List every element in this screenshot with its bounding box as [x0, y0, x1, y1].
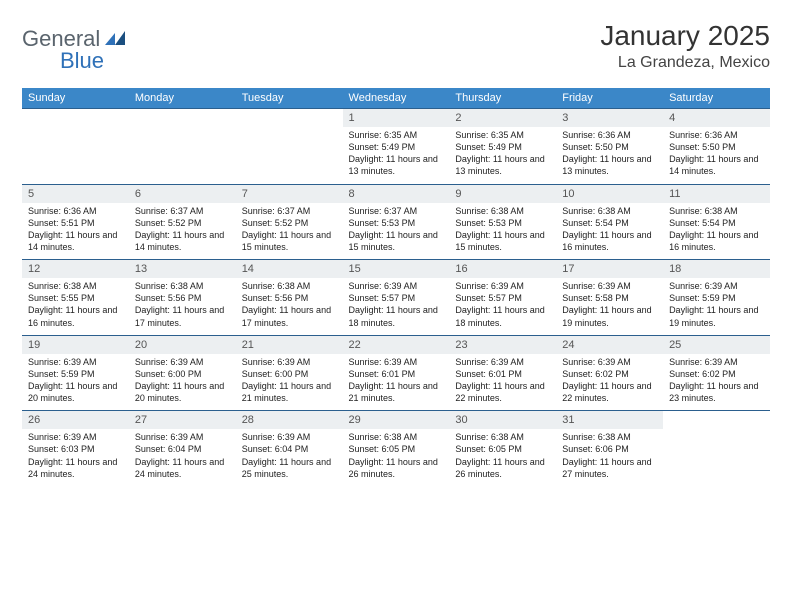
day-number-cell: 21	[236, 335, 343, 354]
day-data-cell	[22, 127, 129, 184]
day-data-row: Sunrise: 6:35 AMSunset: 5:49 PMDaylight:…	[22, 127, 770, 184]
day-data-cell: Sunrise: 6:39 AMSunset: 6:00 PMDaylight:…	[236, 354, 343, 411]
day-number-row: 567891011	[22, 184, 770, 203]
weekday-header-row: Sunday Monday Tuesday Wednesday Thursday…	[22, 88, 770, 109]
day-data-cell: Sunrise: 6:38 AMSunset: 6:05 PMDaylight:…	[343, 429, 450, 486]
day-number-cell: 15	[343, 260, 450, 279]
weekday-header: Wednesday	[343, 88, 450, 109]
day-number-cell	[129, 109, 236, 128]
day-data-cell: Sunrise: 6:38 AMSunset: 5:56 PMDaylight:…	[236, 278, 343, 335]
day-data-cell: Sunrise: 6:39 AMSunset: 6:00 PMDaylight:…	[129, 354, 236, 411]
weekday-header: Tuesday	[236, 88, 343, 109]
day-data-cell: Sunrise: 6:39 AMSunset: 6:01 PMDaylight:…	[449, 354, 556, 411]
day-data-cell: Sunrise: 6:38 AMSunset: 6:06 PMDaylight:…	[556, 429, 663, 486]
day-number-cell	[22, 109, 129, 128]
day-number-row: 12131415161718	[22, 260, 770, 279]
calendar-body: 1234 Sunrise: 6:35 AMSunset: 5:49 PMDayl…	[22, 109, 770, 486]
day-number-cell: 18	[663, 260, 770, 279]
day-data-cell: Sunrise: 6:39 AMSunset: 5:59 PMDaylight:…	[663, 278, 770, 335]
day-number-cell: 16	[449, 260, 556, 279]
day-number-cell	[236, 109, 343, 128]
day-number-cell: 22	[343, 335, 450, 354]
day-data-cell: Sunrise: 6:39 AMSunset: 5:57 PMDaylight:…	[343, 278, 450, 335]
day-number-cell: 14	[236, 260, 343, 279]
day-number-cell: 20	[129, 335, 236, 354]
day-number-cell: 1	[343, 109, 450, 128]
day-number-cell: 31	[556, 411, 663, 430]
day-number-cell: 11	[663, 184, 770, 203]
day-data-cell: Sunrise: 6:38 AMSunset: 5:55 PMDaylight:…	[22, 278, 129, 335]
day-data-cell: Sunrise: 6:38 AMSunset: 5:54 PMDaylight:…	[663, 203, 770, 260]
day-number-cell: 3	[556, 109, 663, 128]
day-number-row: 19202122232425	[22, 335, 770, 354]
day-number-cell: 23	[449, 335, 556, 354]
day-data-cell: Sunrise: 6:39 AMSunset: 6:04 PMDaylight:…	[129, 429, 236, 486]
day-number-cell: 29	[343, 411, 450, 430]
day-number-cell: 13	[129, 260, 236, 279]
day-data-cell: Sunrise: 6:35 AMSunset: 5:49 PMDaylight:…	[343, 127, 450, 184]
day-number-cell: 27	[129, 411, 236, 430]
day-number-cell: 30	[449, 411, 556, 430]
day-data-cell	[129, 127, 236, 184]
calendar-table: Sunday Monday Tuesday Wednesday Thursday…	[22, 88, 770, 486]
day-number-cell: 8	[343, 184, 450, 203]
day-data-cell: Sunrise: 6:37 AMSunset: 5:53 PMDaylight:…	[343, 203, 450, 260]
day-number-cell: 17	[556, 260, 663, 279]
day-data-cell: Sunrise: 6:38 AMSunset: 5:56 PMDaylight:…	[129, 278, 236, 335]
day-number-cell: 24	[556, 335, 663, 354]
day-data-cell: Sunrise: 6:39 AMSunset: 6:03 PMDaylight:…	[22, 429, 129, 486]
day-number-row: 1234	[22, 109, 770, 128]
day-data-cell: Sunrise: 6:39 AMSunset: 5:58 PMDaylight:…	[556, 278, 663, 335]
weekday-header: Monday	[129, 88, 236, 109]
day-number-cell: 12	[22, 260, 129, 279]
weekday-header: Sunday	[22, 88, 129, 109]
day-data-cell: Sunrise: 6:36 AMSunset: 5:50 PMDaylight:…	[663, 127, 770, 184]
day-number-cell: 10	[556, 184, 663, 203]
day-data-row: Sunrise: 6:36 AMSunset: 5:51 PMDaylight:…	[22, 203, 770, 260]
day-number-cell: 19	[22, 335, 129, 354]
weekday-header: Friday	[556, 88, 663, 109]
calendar-page: General January 2025 La Grandeza, Mexico…	[0, 0, 792, 506]
day-data-cell	[236, 127, 343, 184]
day-data-cell: Sunrise: 6:39 AMSunset: 6:01 PMDaylight:…	[343, 354, 450, 411]
day-number-cell: 9	[449, 184, 556, 203]
day-data-cell: Sunrise: 6:39 AMSunset: 6:04 PMDaylight:…	[236, 429, 343, 486]
day-data-cell: Sunrise: 6:39 AMSunset: 5:59 PMDaylight:…	[22, 354, 129, 411]
day-number-cell: 5	[22, 184, 129, 203]
day-data-cell: Sunrise: 6:36 AMSunset: 5:51 PMDaylight:…	[22, 203, 129, 260]
day-data-cell: Sunrise: 6:36 AMSunset: 5:50 PMDaylight:…	[556, 127, 663, 184]
day-data-cell	[663, 429, 770, 486]
day-data-row: Sunrise: 6:39 AMSunset: 6:03 PMDaylight:…	[22, 429, 770, 486]
day-data-cell: Sunrise: 6:37 AMSunset: 5:52 PMDaylight:…	[236, 203, 343, 260]
day-data-cell: Sunrise: 6:38 AMSunset: 5:54 PMDaylight:…	[556, 203, 663, 260]
day-data-cell: Sunrise: 6:38 AMSunset: 5:53 PMDaylight:…	[449, 203, 556, 260]
day-number-cell: 28	[236, 411, 343, 430]
day-number-cell: 26	[22, 411, 129, 430]
day-number-cell	[663, 411, 770, 430]
weekday-header: Saturday	[663, 88, 770, 109]
day-data-cell: Sunrise: 6:37 AMSunset: 5:52 PMDaylight:…	[129, 203, 236, 260]
day-data-cell: Sunrise: 6:39 AMSunset: 5:57 PMDaylight:…	[449, 278, 556, 335]
day-data-row: Sunrise: 6:39 AMSunset: 5:59 PMDaylight:…	[22, 354, 770, 411]
logo-text-blue: Blue	[60, 48, 104, 73]
day-number-cell: 7	[236, 184, 343, 203]
day-number-cell: 25	[663, 335, 770, 354]
day-number-cell: 6	[129, 184, 236, 203]
logo-mark-icon	[105, 29, 127, 50]
day-data-cell: Sunrise: 6:35 AMSunset: 5:49 PMDaylight:…	[449, 127, 556, 184]
day-number-cell: 2	[449, 109, 556, 128]
day-number-cell: 4	[663, 109, 770, 128]
day-number-row: 262728293031	[22, 411, 770, 430]
day-data-cell: Sunrise: 6:39 AMSunset: 6:02 PMDaylight:…	[556, 354, 663, 411]
day-data-cell: Sunrise: 6:38 AMSunset: 6:05 PMDaylight:…	[449, 429, 556, 486]
day-data-row: Sunrise: 6:38 AMSunset: 5:55 PMDaylight:…	[22, 278, 770, 335]
day-data-cell: Sunrise: 6:39 AMSunset: 6:02 PMDaylight:…	[663, 354, 770, 411]
weekday-header: Thursday	[449, 88, 556, 109]
